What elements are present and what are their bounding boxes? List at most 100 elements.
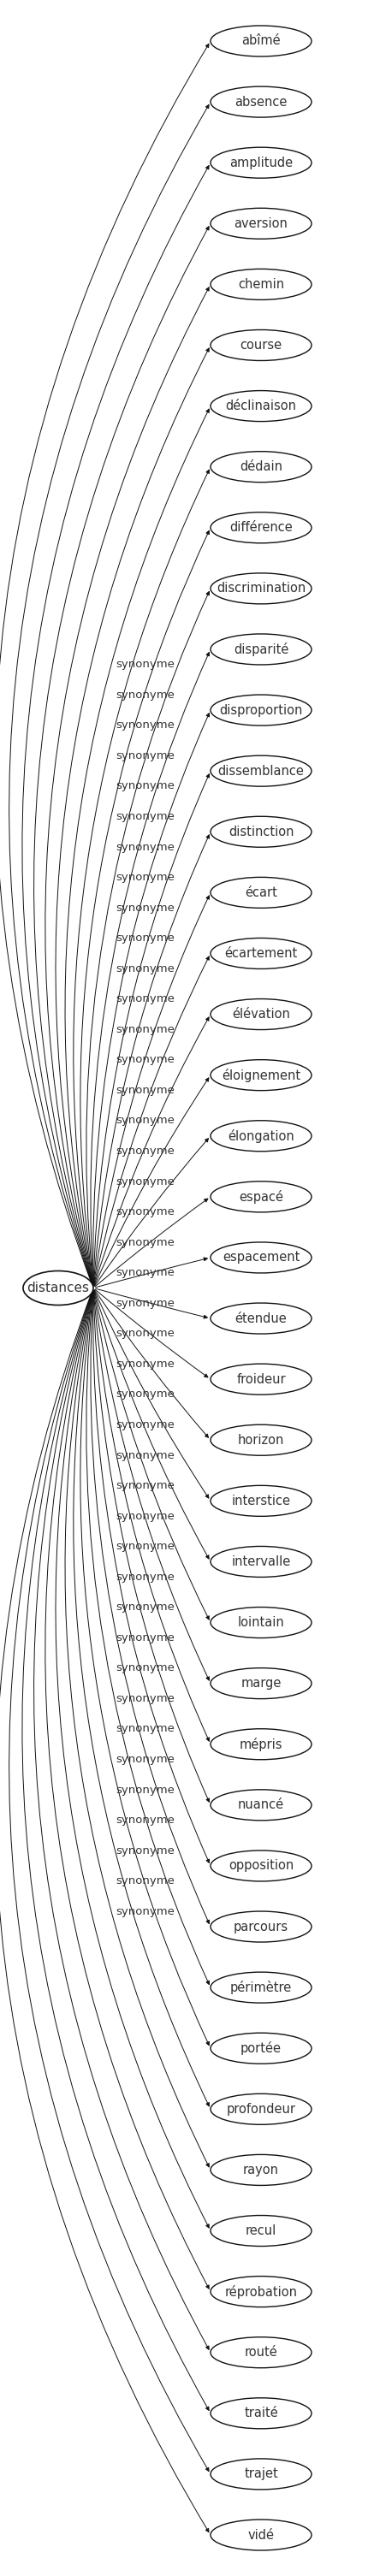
Text: synonyme: synonyme <box>116 1814 175 1826</box>
Text: synonyme: synonyme <box>116 1540 175 1553</box>
Text: disproportion: disproportion <box>220 703 303 716</box>
Text: synonyme: synonyme <box>116 902 175 914</box>
Ellipse shape <box>211 330 312 361</box>
Text: opposition: opposition <box>229 1860 294 1873</box>
FancyArrowPatch shape <box>95 1291 208 1378</box>
Text: amplitude: amplitude <box>229 157 293 170</box>
FancyArrowPatch shape <box>95 1139 208 1285</box>
Text: espacé: espacé <box>239 1190 283 1203</box>
Text: interstice: interstice <box>232 1494 291 1507</box>
Ellipse shape <box>211 2277 312 2308</box>
FancyArrowPatch shape <box>94 1291 209 1620</box>
FancyArrowPatch shape <box>91 652 209 1285</box>
Ellipse shape <box>211 1121 312 1151</box>
Text: synonyme: synonyme <box>116 1267 175 1278</box>
FancyArrowPatch shape <box>9 106 209 1285</box>
FancyArrowPatch shape <box>94 1291 209 1803</box>
Ellipse shape <box>211 1486 312 1517</box>
FancyArrowPatch shape <box>86 1291 209 1984</box>
Text: nuancé: nuancé <box>238 1798 284 1811</box>
Text: synonyme: synonyme <box>116 1388 175 1399</box>
Text: synonyme: synonyme <box>116 933 175 943</box>
Text: synonyme: synonyme <box>116 1450 175 1461</box>
Text: parcours: parcours <box>234 1919 288 1932</box>
Text: synonyme: synonyme <box>116 1358 175 1370</box>
Text: synonyme: synonyme <box>116 1633 175 1643</box>
Text: portée: portée <box>240 2043 282 2056</box>
Text: course: course <box>240 340 282 350</box>
Text: différence: différence <box>230 520 292 533</box>
FancyArrowPatch shape <box>73 469 209 1285</box>
Ellipse shape <box>211 878 312 907</box>
Text: lointain: lointain <box>237 1615 285 1628</box>
Ellipse shape <box>211 2458 312 2488</box>
FancyArrowPatch shape <box>94 835 209 1285</box>
Text: élévation: élévation <box>232 1007 290 1020</box>
Text: recul: recul <box>245 2226 276 2236</box>
Text: dédain: dédain <box>240 461 282 474</box>
FancyArrowPatch shape <box>95 1198 208 1285</box>
Text: synonyme: synonyme <box>116 1510 175 1522</box>
Text: synonyme: synonyme <box>116 1571 175 1582</box>
Ellipse shape <box>211 209 312 240</box>
FancyArrowPatch shape <box>94 1291 209 1499</box>
Ellipse shape <box>211 1728 312 1759</box>
FancyArrowPatch shape <box>65 410 209 1285</box>
Text: synonyme: synonyme <box>116 1785 175 1795</box>
Ellipse shape <box>211 1242 312 1273</box>
Text: rayon: rayon <box>243 2164 279 2177</box>
Ellipse shape <box>211 26 312 57</box>
Text: étendue: étendue <box>235 1311 287 1324</box>
Text: synonyme: synonyme <box>116 1298 175 1309</box>
Text: distinction: distinction <box>228 824 294 837</box>
Text: déclinaison: déclinaison <box>226 399 297 412</box>
Text: élongation: élongation <box>228 1128 294 1144</box>
Ellipse shape <box>23 1270 93 1306</box>
FancyArrowPatch shape <box>9 1291 209 2470</box>
FancyArrowPatch shape <box>93 714 209 1285</box>
Text: abîmé: abîmé <box>242 33 280 46</box>
Text: horizon: horizon <box>238 1435 284 1448</box>
Ellipse shape <box>211 1607 312 1638</box>
Text: synonyme: synonyme <box>116 963 175 974</box>
Text: froideur: froideur <box>236 1373 286 1386</box>
Ellipse shape <box>211 1546 312 1577</box>
Text: synonyme: synonyme <box>116 1115 175 1126</box>
Text: synonyme: synonyme <box>116 1206 175 1218</box>
FancyArrowPatch shape <box>65 1291 209 2166</box>
Ellipse shape <box>211 147 312 178</box>
Text: espacement: espacement <box>223 1252 300 1265</box>
FancyArrowPatch shape <box>80 531 209 1285</box>
FancyArrowPatch shape <box>94 1291 209 1558</box>
Text: synonyme: synonyme <box>116 1236 175 1247</box>
Ellipse shape <box>211 1790 312 1821</box>
Text: synonyme: synonyme <box>116 1723 175 1734</box>
Ellipse shape <box>211 2215 312 2246</box>
Text: synonyme: synonyme <box>116 1177 175 1188</box>
Text: synonyme: synonyme <box>116 1419 175 1430</box>
Text: écartement: écartement <box>224 948 297 961</box>
Text: intervalle: intervalle <box>232 1556 291 1569</box>
Text: trajet: trajet <box>244 2468 278 2481</box>
Text: synonyme: synonyme <box>116 1146 175 1157</box>
Text: synonyme: synonyme <box>116 750 175 762</box>
Text: traité: traité <box>244 2406 278 2419</box>
Text: dissemblance: dissemblance <box>218 765 304 778</box>
Ellipse shape <box>211 392 312 422</box>
Text: synonyme: synonyme <box>116 1662 175 1674</box>
Ellipse shape <box>211 451 312 482</box>
FancyArrowPatch shape <box>86 592 209 1285</box>
Ellipse shape <box>211 1059 312 1090</box>
FancyArrowPatch shape <box>94 896 209 1285</box>
Text: vidé: vidé <box>248 2530 274 2543</box>
Ellipse shape <box>211 88 312 118</box>
FancyArrowPatch shape <box>96 1257 207 1288</box>
Text: aversion: aversion <box>234 216 288 229</box>
Text: synonyme: synonyme <box>116 1481 175 1492</box>
Text: synonyme: synonyme <box>116 781 175 791</box>
Text: synonyme: synonyme <box>116 1754 175 1765</box>
Text: routé: routé <box>245 2347 278 2360</box>
FancyArrowPatch shape <box>93 1291 209 1862</box>
Text: chemin: chemin <box>238 278 284 291</box>
FancyArrowPatch shape <box>0 44 209 1285</box>
